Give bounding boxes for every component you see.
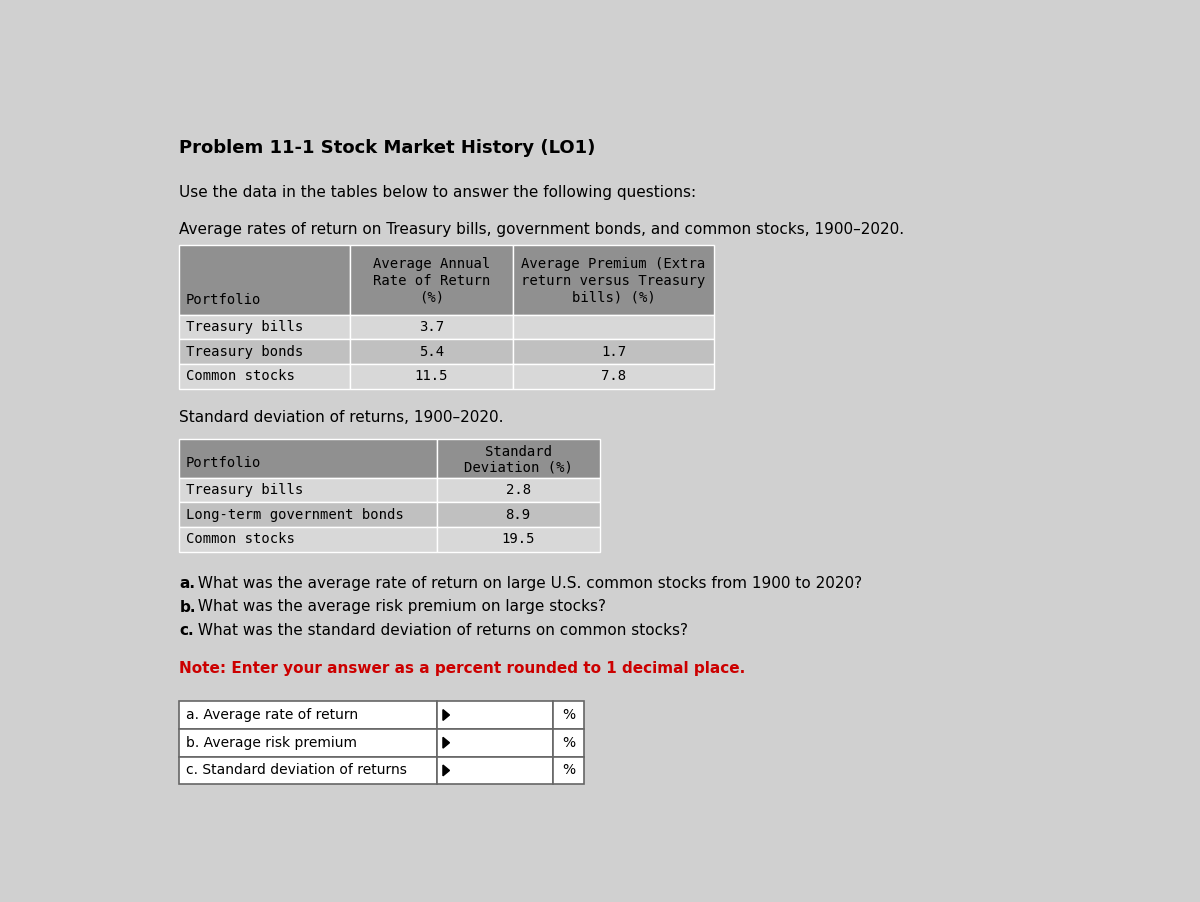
Polygon shape	[443, 710, 450, 721]
Bar	[350, 315, 512, 339]
Bar	[512, 315, 714, 339]
Bar	[512, 364, 714, 389]
Text: What was the average risk premium on large stocks?: What was the average risk premium on lar…	[193, 600, 606, 614]
Bar	[350, 364, 512, 389]
Text: return versus Treasury: return versus Treasury	[521, 274, 706, 288]
Bar	[180, 364, 350, 389]
Text: Treasury bills: Treasury bills	[186, 483, 302, 497]
Text: Common stocks: Common stocks	[186, 369, 294, 383]
Bar	[437, 701, 553, 729]
Text: %: %	[562, 708, 575, 722]
Text: a. Average rate of return: a. Average rate of return	[186, 708, 358, 722]
Bar	[437, 527, 600, 552]
Text: Portfolio: Portfolio	[186, 293, 262, 307]
Text: Standard: Standard	[485, 446, 552, 459]
Text: What was the standard deviation of returns on common stocks?: What was the standard deviation of retur…	[193, 622, 688, 638]
Text: Portfolio: Portfolio	[186, 456, 262, 470]
Bar	[180, 729, 437, 757]
Text: What was the average rate of return on large U.S. common stocks from 1900 to 202: What was the average rate of return on l…	[193, 576, 862, 592]
Bar	[437, 502, 600, 527]
Text: 1.7: 1.7	[601, 345, 626, 359]
Polygon shape	[443, 737, 450, 748]
Text: Average Premium (Extra: Average Premium (Extra	[521, 257, 706, 271]
Bar	[180, 701, 437, 729]
Text: bills) (%): bills) (%)	[571, 290, 655, 305]
Bar	[350, 339, 512, 364]
Bar	[180, 502, 437, 527]
Text: (%): (%)	[419, 290, 444, 305]
Bar	[437, 478, 600, 502]
Text: Note: Enter your answer as a percent rounded to 1 decimal place.: Note: Enter your answer as a percent rou…	[180, 661, 745, 676]
Bar	[180, 478, 437, 502]
Polygon shape	[443, 765, 450, 776]
Text: Average Annual: Average Annual	[373, 257, 490, 271]
Text: 19.5: 19.5	[502, 532, 535, 547]
Bar	[437, 757, 553, 785]
Text: 11.5: 11.5	[414, 369, 448, 383]
Text: Treasury bonds: Treasury bonds	[186, 345, 302, 359]
Text: 5.4: 5.4	[419, 345, 444, 359]
Bar	[180, 757, 437, 785]
Bar	[512, 339, 714, 364]
Text: Rate of Return: Rate of Return	[373, 274, 490, 288]
Text: %: %	[562, 736, 575, 750]
Text: a.: a.	[180, 576, 196, 592]
Text: b. Average risk premium: b. Average risk premium	[186, 736, 356, 750]
Text: Deviation (%): Deviation (%)	[463, 461, 572, 474]
Text: 8.9: 8.9	[505, 508, 530, 521]
Bar	[180, 315, 350, 339]
Text: 7.8: 7.8	[601, 369, 626, 383]
Bar	[553, 701, 584, 729]
Bar	[437, 439, 600, 478]
Text: Treasury bills: Treasury bills	[186, 320, 302, 334]
Bar	[180, 439, 437, 478]
Text: 3.7: 3.7	[419, 320, 444, 334]
Text: c. Standard deviation of returns: c. Standard deviation of returns	[186, 763, 407, 778]
Text: Common stocks: Common stocks	[186, 532, 294, 547]
Text: 2.8: 2.8	[505, 483, 530, 497]
Bar	[553, 757, 584, 785]
Text: Long-term government bonds: Long-term government bonds	[186, 508, 403, 521]
Bar	[350, 245, 512, 315]
Bar	[553, 729, 584, 757]
Text: b.: b.	[180, 600, 196, 614]
Text: %: %	[562, 763, 575, 778]
Text: Standard deviation of returns, 1900–2020.: Standard deviation of returns, 1900–2020…	[180, 410, 504, 425]
Bar	[180, 527, 437, 552]
Bar	[180, 339, 350, 364]
Text: Use the data in the tables below to answer the following questions:: Use the data in the tables below to answ…	[180, 186, 696, 200]
Bar	[180, 245, 350, 315]
Text: c.: c.	[180, 622, 194, 638]
Text: Average rates of return on Treasury bills, government bonds, and common stocks, : Average rates of return on Treasury bill…	[180, 223, 905, 237]
Bar	[437, 729, 553, 757]
Bar	[512, 245, 714, 315]
Text: Problem 11-1 Stock Market History (LO1): Problem 11-1 Stock Market History (LO1)	[180, 139, 596, 157]
